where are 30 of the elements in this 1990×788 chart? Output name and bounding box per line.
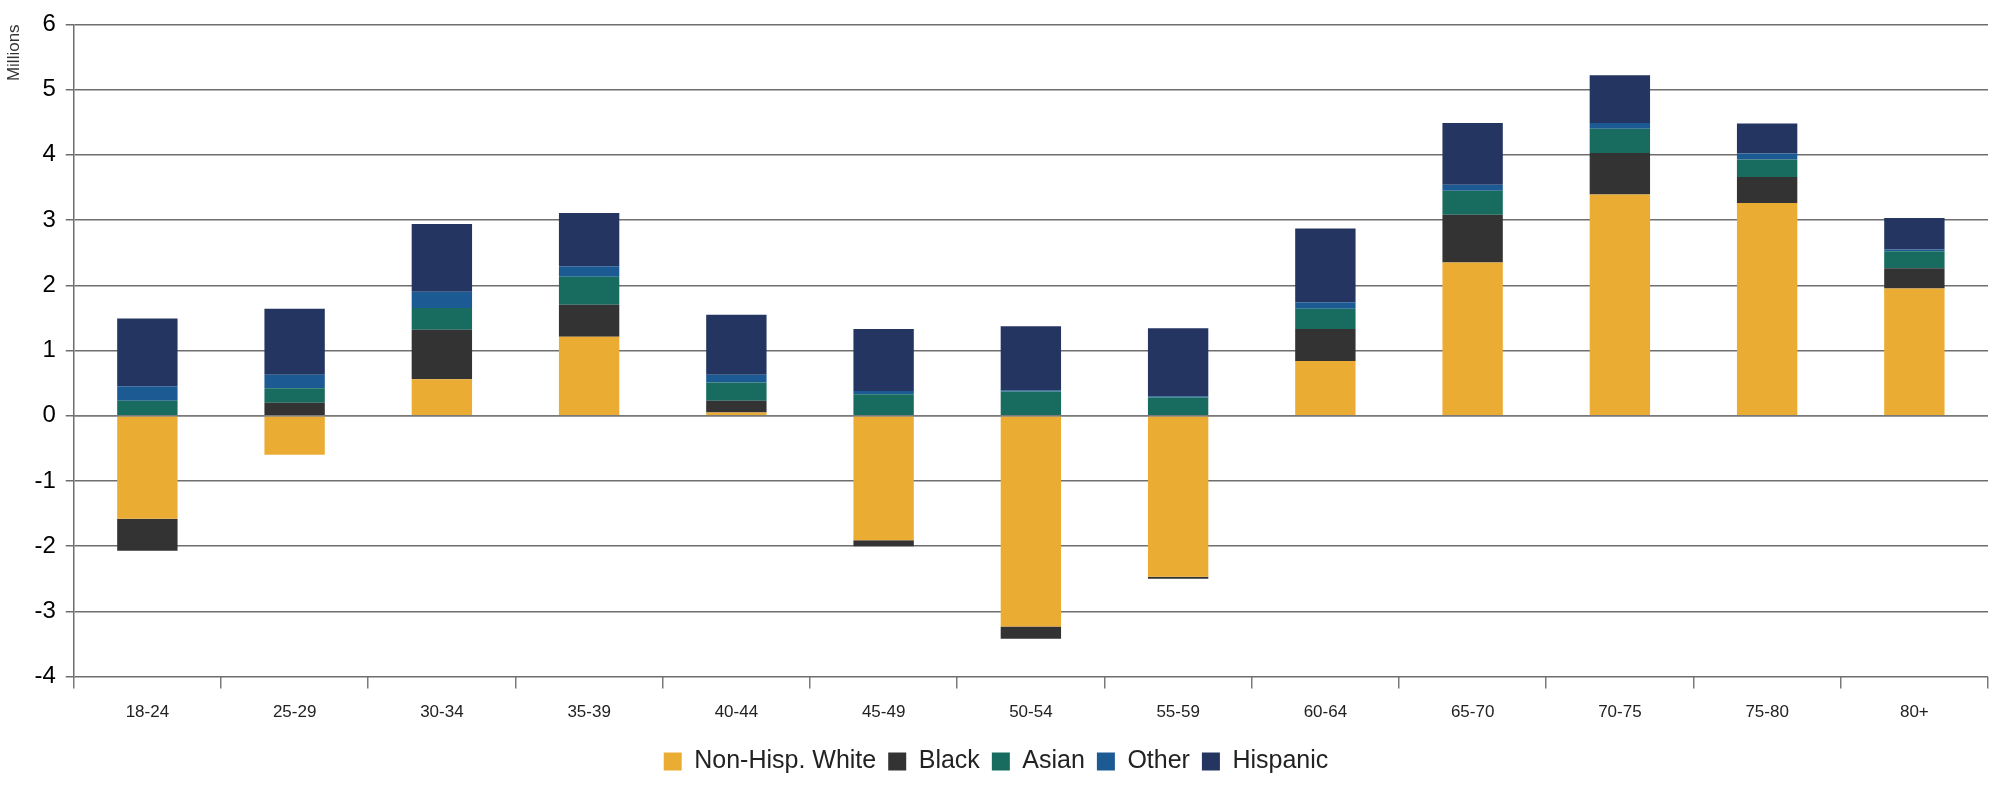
legend-label: Asian xyxy=(1022,745,1085,774)
x-tick-label: 75-80 xyxy=(1745,702,1789,722)
x-tick-label: 65-70 xyxy=(1450,702,1495,722)
x-tick-label: 70-75 xyxy=(1598,702,1642,722)
x-tick-label: 60-64 xyxy=(1303,702,1348,722)
y-tick-label: 3 xyxy=(42,204,56,232)
legend-label: Non-Hisp. White xyxy=(694,745,877,774)
x-tick-label: 25-29 xyxy=(272,702,317,722)
x-tick-label: 50-54 xyxy=(1009,702,1053,722)
x-tick-label: 55-59 xyxy=(1156,702,1200,722)
y-tick-label: -3 xyxy=(34,596,56,624)
x-tick-label: 45-49 xyxy=(861,702,906,722)
legend-label: Black xyxy=(918,745,981,774)
y-tick-label: 2 xyxy=(42,269,56,297)
y-tick-label: -1 xyxy=(34,465,56,493)
y-tick-label: 0 xyxy=(42,400,56,428)
legend-label: Hispanic xyxy=(1232,745,1329,774)
y-tick-label: -4 xyxy=(34,661,56,689)
y-axis-title: Millions xyxy=(3,24,23,82)
legend-label: Other xyxy=(1127,745,1190,774)
y-tick-label: 5 xyxy=(42,74,56,102)
y-tick-label: 1 xyxy=(42,335,56,363)
y-tick-label: -2 xyxy=(34,530,56,558)
x-tick-label: 18-24 xyxy=(125,702,170,722)
x-tick-label: 30-34 xyxy=(420,702,464,722)
y-tick-label: 6 xyxy=(42,9,56,37)
y-tick-label: 4 xyxy=(42,139,56,167)
x-tick-label: 80+ xyxy=(1899,702,1929,722)
x-tick-label: 40-44 xyxy=(714,702,759,722)
x-tick-label: 35-39 xyxy=(567,702,611,722)
